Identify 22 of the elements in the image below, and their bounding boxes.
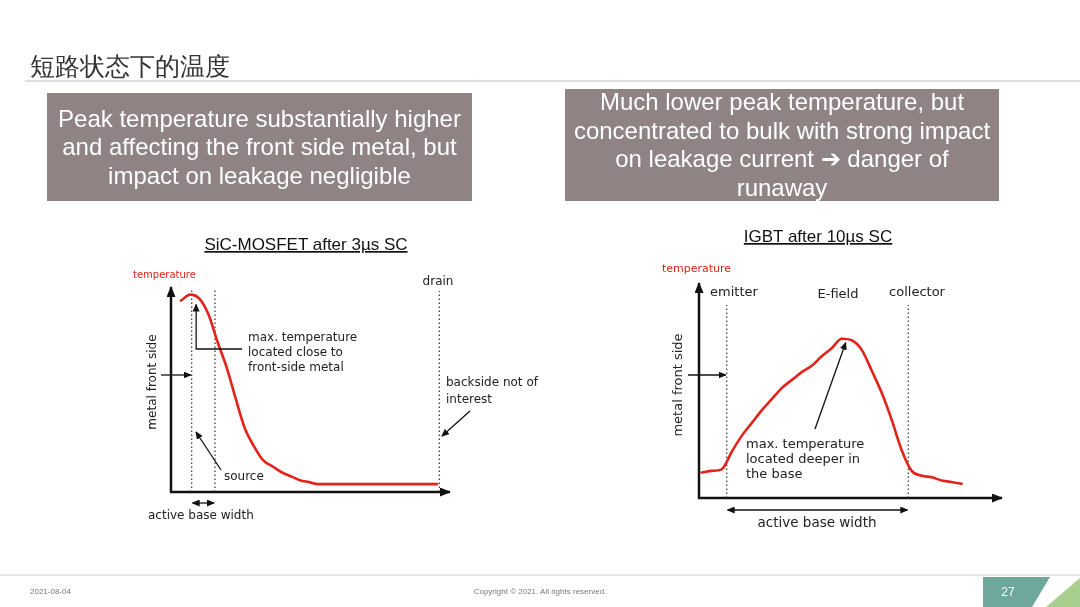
x-axis-title: active base width [148, 508, 254, 522]
chart-title: SiC-MOSFET after 3µs SC [204, 235, 408, 254]
text: Copyright © 2021. All rights reserved. [473, 587, 607, 596]
annotation: backside not of interest [446, 375, 539, 406]
text: 27 [1001, 585, 1015, 599]
text: drain [422, 274, 454, 288]
text: 2021-08-04 [30, 587, 72, 596]
annotation: max. temperature located deeper in the base [746, 436, 865, 481]
annotation: source [224, 469, 264, 483]
x-axis-title: active base width [757, 514, 877, 530]
text: metal front side [670, 333, 685, 437]
y-axis-title: temperature [662, 262, 732, 275]
y-axis-title: temperature [133, 269, 196, 280]
text: E-field [817, 286, 859, 301]
chart-subtitle: Much lower peak temperature, but concentrated to bulk with strong impact on leakage current ➔ danger of runaway [573, 88, 991, 201]
text: collector [889, 284, 946, 299]
text: metal front side [145, 334, 159, 430]
text: emitter [710, 284, 759, 299]
text: 短路状态下的温度 [30, 52, 230, 80]
chart-title: IGBT after 10µs SC [743, 227, 893, 246]
chart-subtitle: Peak temperature substantially higher and affecting the front side metal, but impact on leakage negligible [58, 104, 461, 189]
annotation: max. temperature located close to front-side metal [248, 330, 358, 374]
